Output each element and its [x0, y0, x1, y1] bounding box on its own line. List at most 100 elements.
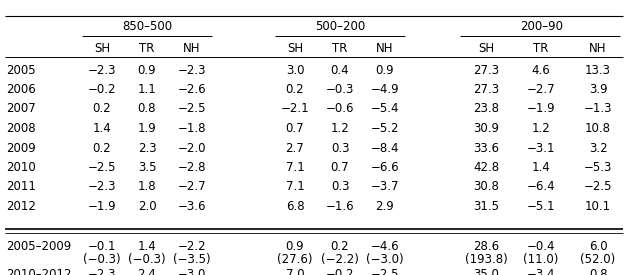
Text: −6.4: −6.4 [527, 180, 555, 194]
Text: 31.5: 31.5 [473, 200, 499, 213]
Text: −5.3: −5.3 [584, 161, 612, 174]
Text: 850–500: 850–500 [122, 21, 172, 34]
Text: 0.3: 0.3 [331, 180, 349, 194]
Text: TR: TR [332, 42, 348, 54]
Text: NH: NH [376, 42, 394, 54]
Text: 0.8: 0.8 [589, 268, 607, 275]
Text: SH: SH [287, 42, 303, 54]
Text: −2.2: −2.2 [178, 240, 207, 252]
Text: 2005: 2005 [6, 64, 36, 76]
Text: 42.8: 42.8 [473, 161, 499, 174]
Text: −2.0: −2.0 [178, 142, 206, 155]
Text: −0.2: −0.2 [326, 268, 354, 275]
Text: 2005–2009: 2005–2009 [6, 240, 71, 252]
Text: −0.6: −0.6 [326, 103, 354, 116]
Text: 2.3: 2.3 [138, 142, 156, 155]
Text: 3.0: 3.0 [286, 64, 304, 76]
Text: (−0.3): (−0.3) [128, 254, 166, 266]
Text: −2.5: −2.5 [584, 180, 612, 194]
Text: 3.9: 3.9 [588, 83, 607, 96]
Text: 2011: 2011 [6, 180, 36, 194]
Text: 33.6: 33.6 [473, 142, 499, 155]
Text: 0.2: 0.2 [93, 103, 111, 116]
Text: 1.2: 1.2 [532, 122, 550, 135]
Text: −5.1: −5.1 [527, 200, 555, 213]
Text: (11.0): (11.0) [523, 254, 559, 266]
Text: 28.6: 28.6 [473, 240, 499, 252]
Text: 3.2: 3.2 [588, 142, 607, 155]
Text: 27.3: 27.3 [473, 83, 499, 96]
Text: 10.8: 10.8 [585, 122, 611, 135]
Text: 27.3: 27.3 [473, 64, 499, 76]
Text: 0.7: 0.7 [286, 122, 305, 135]
Text: 1.1: 1.1 [138, 83, 156, 96]
Text: (−3.0): (−3.0) [366, 254, 404, 266]
Text: 30.8: 30.8 [473, 180, 499, 194]
Text: 500–200: 500–200 [315, 21, 365, 34]
Text: −0.3: −0.3 [326, 83, 354, 96]
Text: 7.1: 7.1 [286, 161, 305, 174]
Text: 0.2: 0.2 [93, 142, 111, 155]
Text: 0.8: 0.8 [138, 103, 156, 116]
Text: −2.5: −2.5 [88, 161, 116, 174]
Text: −1.6: −1.6 [326, 200, 354, 213]
Text: −3.6: −3.6 [178, 200, 206, 213]
Text: 35.0: 35.0 [473, 268, 499, 275]
Text: 2.4: 2.4 [138, 268, 156, 275]
Text: 200–90: 200–90 [521, 21, 563, 34]
Text: 2010: 2010 [6, 161, 36, 174]
Text: −3.4: −3.4 [527, 268, 555, 275]
Text: 1.4: 1.4 [138, 240, 156, 252]
Text: −5.2: −5.2 [371, 122, 399, 135]
Text: −3.0: −3.0 [178, 268, 206, 275]
Text: −3.7: −3.7 [371, 180, 399, 194]
Text: 2.9: 2.9 [376, 200, 394, 213]
Text: 3.5: 3.5 [138, 161, 156, 174]
Text: 0.9: 0.9 [138, 64, 156, 76]
Text: TR: TR [533, 42, 549, 54]
Text: 2007: 2007 [6, 103, 36, 116]
Text: −0.4: −0.4 [527, 240, 555, 252]
Text: 0.2: 0.2 [286, 83, 305, 96]
Text: SH: SH [478, 42, 494, 54]
Text: (27.6): (27.6) [277, 254, 313, 266]
Text: 2008: 2008 [6, 122, 36, 135]
Text: −2.3: −2.3 [178, 64, 206, 76]
Text: −3.1: −3.1 [527, 142, 555, 155]
Text: NH: NH [183, 42, 201, 54]
Text: (−0.3): (−0.3) [83, 254, 121, 266]
Text: −2.5: −2.5 [178, 103, 206, 116]
Text: −1.8: −1.8 [178, 122, 206, 135]
Text: 2010–2012: 2010–2012 [6, 268, 72, 275]
Text: 1.4: 1.4 [92, 122, 111, 135]
Text: NH: NH [589, 42, 607, 54]
Text: 4.6: 4.6 [532, 64, 550, 76]
Text: 30.9: 30.9 [473, 122, 499, 135]
Text: −0.1: −0.1 [88, 240, 116, 252]
Text: −2.3: −2.3 [88, 64, 116, 76]
Text: SH: SH [94, 42, 110, 54]
Text: −2.6: −2.6 [178, 83, 207, 96]
Text: (−3.5): (−3.5) [173, 254, 211, 266]
Text: 7.1: 7.1 [286, 180, 305, 194]
Text: −2.7: −2.7 [178, 180, 207, 194]
Text: 1.4: 1.4 [532, 161, 550, 174]
Text: 0.7: 0.7 [331, 161, 349, 174]
Text: 0.4: 0.4 [331, 64, 349, 76]
Text: 0.9: 0.9 [286, 240, 305, 252]
Text: −1.9: −1.9 [88, 200, 116, 213]
Text: 6.8: 6.8 [286, 200, 305, 213]
Text: 0.3: 0.3 [331, 142, 349, 155]
Text: 2006: 2006 [6, 83, 36, 96]
Text: −2.1: −2.1 [281, 103, 310, 116]
Text: −4.9: −4.9 [371, 83, 399, 96]
Text: 23.8: 23.8 [473, 103, 499, 116]
Text: 7.0: 7.0 [286, 268, 305, 275]
Text: 2012: 2012 [6, 200, 36, 213]
Text: −6.6: −6.6 [371, 161, 399, 174]
Text: 0.2: 0.2 [331, 240, 349, 252]
Text: −2.3: −2.3 [88, 180, 116, 194]
Text: 1.9: 1.9 [138, 122, 156, 135]
Text: −8.4: −8.4 [371, 142, 399, 155]
Text: TR: TR [139, 42, 154, 54]
